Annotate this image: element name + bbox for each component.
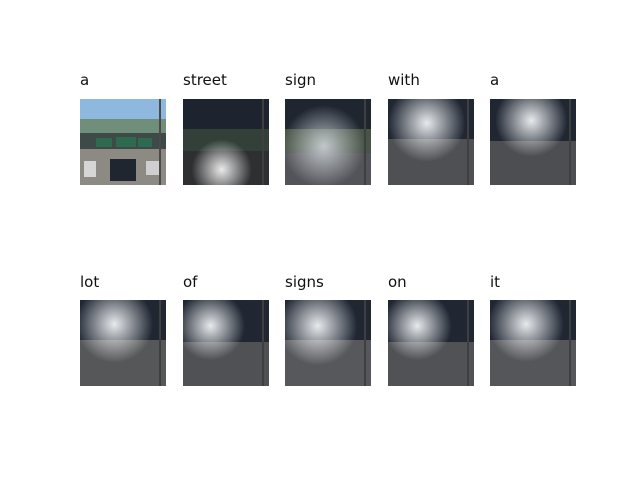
attention-overlay-a xyxy=(490,99,576,185)
attention-map-with xyxy=(388,99,474,185)
attention-map-street xyxy=(183,99,269,185)
attention-overlay-of xyxy=(183,300,269,386)
attention-overlay-street xyxy=(183,99,269,185)
caption-word-5: a xyxy=(490,71,500,89)
caption-word-7: of xyxy=(183,273,198,291)
attention-map-it xyxy=(490,300,576,386)
caption-word-4: with xyxy=(388,71,420,89)
attention-overlay-lot xyxy=(80,300,166,386)
caption-word-1: a xyxy=(80,71,90,89)
caption-word-8: signs xyxy=(285,273,324,291)
caption-word-9: on xyxy=(388,273,407,291)
original-street-photo xyxy=(80,99,166,185)
attention-overlay-on xyxy=(388,300,474,386)
caption-word-3: sign xyxy=(285,71,317,89)
attention-overlay-sign xyxy=(285,99,371,185)
attention-map-signs xyxy=(285,300,371,386)
attention-map-of xyxy=(183,300,269,386)
attention-overlay-signs xyxy=(285,300,371,386)
attention-map-sign xyxy=(285,99,371,185)
caption-word-2: street xyxy=(183,71,227,89)
attention-map-a xyxy=(490,99,576,185)
attention-map-lot xyxy=(80,300,166,386)
attention-map-on xyxy=(388,300,474,386)
attention-overlay-it xyxy=(490,300,576,386)
attention-overlay-with xyxy=(388,99,474,185)
caption-word-10: it xyxy=(490,273,501,291)
street-photo-image xyxy=(80,99,166,185)
caption-word-6: lot xyxy=(80,273,100,291)
